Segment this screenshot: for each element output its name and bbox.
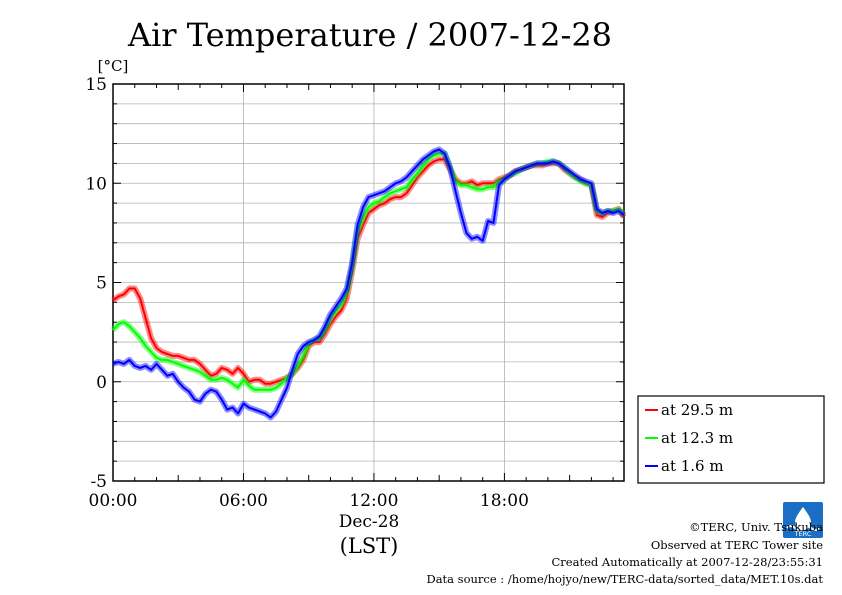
legend-label-at-1-6-m: at 1.6 m xyxy=(661,457,724,475)
x-tick-label: 06:00 xyxy=(219,491,268,511)
legend-label-at-12-3-m: at 12.3 m xyxy=(661,429,733,447)
terc-logo: TERC xyxy=(783,502,823,538)
data-source-text: Data source : /home/hojyo/new/TERC-data/… xyxy=(426,572,823,586)
legend-label-at-29-5-m: at 29.5 m xyxy=(661,401,733,419)
y-tick-label: 0 xyxy=(96,373,107,393)
axis-ticks: 15 10 5 0 -500:00 06:00 12:00 18:00 xyxy=(85,75,624,511)
y-tick-label: 5 xyxy=(96,274,107,294)
svg-text:TERC: TERC xyxy=(794,530,812,538)
x-tick-label: 00:00 xyxy=(89,491,138,511)
y-axis-unit-label: [°C] xyxy=(98,57,129,75)
x-tick-label: 12:00 xyxy=(349,491,398,511)
y-tick-label: -5 xyxy=(90,472,107,492)
x-tick-label: 18:00 xyxy=(480,491,529,511)
grid-lines xyxy=(113,84,624,481)
series-line-halo-at-29-5-m xyxy=(111,156,627,387)
series-lines xyxy=(110,146,627,421)
created-text: Created Automatically at 2007-12-28/23:5… xyxy=(552,555,824,569)
legend-box xyxy=(637,395,825,484)
chart-title: Air Temperature / 2007-12-28 xyxy=(127,16,612,54)
legend: at 29.5 m at 12.3 m at 1.6 m xyxy=(637,395,825,484)
x-axis-label: (LST) xyxy=(340,534,399,558)
series-line-halo-at-1-6-m xyxy=(111,146,626,421)
series-line-at-12-3-m xyxy=(112,152,625,391)
y-tick-label: 10 xyxy=(85,174,107,194)
series-line-at-1-6-m xyxy=(112,148,625,419)
y-tick-label: 15 xyxy=(85,75,107,95)
series-line-at-29-5-m xyxy=(112,158,625,385)
series-line-halo-at-12-3-m xyxy=(110,150,627,393)
observed-text: Observed at TERC Tower site xyxy=(651,538,823,552)
copyright-text: ©TERC, Univ. Tsukuba xyxy=(689,520,823,534)
x-axis-date-label: Dec-28 xyxy=(339,512,400,532)
